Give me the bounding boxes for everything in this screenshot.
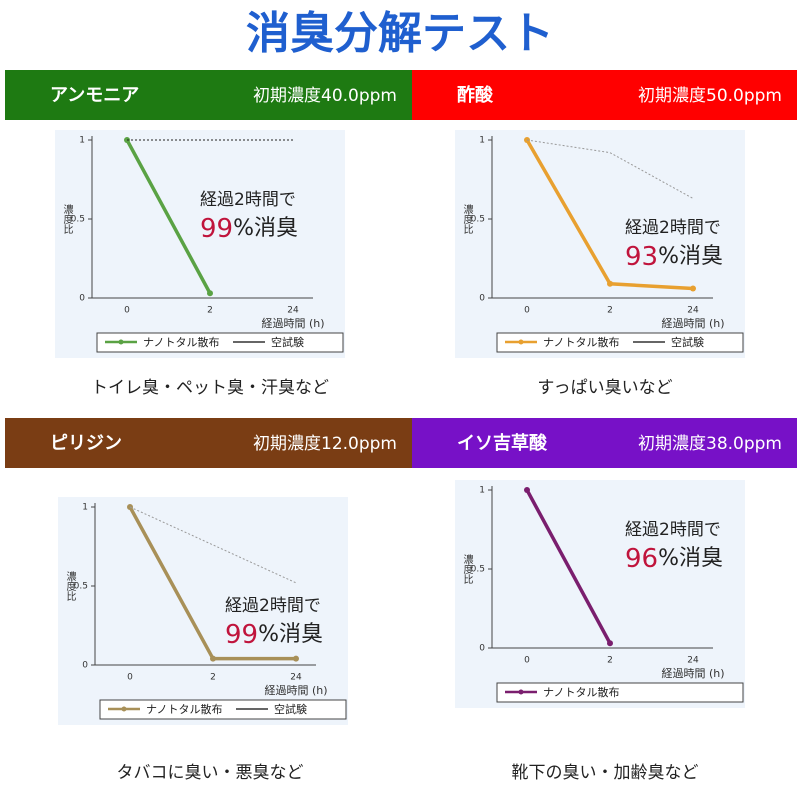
caption: すっぱい臭いなど (537, 378, 672, 398)
header-bar (5, 418, 412, 468)
annotation-line: 経過2時間で (200, 190, 296, 210)
caption: トイレ臭・ペット臭・汗臭など (91, 378, 329, 398)
header-title: 酢酸 (457, 84, 494, 106)
y-tick-label: 1 (479, 486, 485, 496)
x-tick-label: 2 (207, 306, 213, 316)
legend-marker (118, 339, 124, 345)
series-line (125, 139, 212, 295)
x-axis-label: 経過時間 (h) (661, 317, 724, 330)
x-tick-label: 0 (524, 656, 530, 666)
legend-label: 空試験 (671, 335, 704, 349)
caption: 靴下の臭い・加齢臭など (512, 763, 699, 783)
annotation-percent: 93 (625, 242, 658, 272)
header-title: アンモニア (50, 85, 139, 106)
annotation-result: 99%消臭 (200, 214, 298, 244)
y-tick-label: 1 (479, 136, 485, 146)
legend-marker (518, 689, 524, 695)
annotation-percent: 99 (225, 620, 258, 650)
y-axis-label: 濃度比 (461, 553, 473, 584)
legend-label: 空試験 (274, 702, 307, 716)
data-point (607, 280, 613, 287)
legend-box (496, 682, 744, 703)
legend-label: ナノトタル散布 (543, 685, 619, 699)
chart-panel (58, 497, 348, 725)
header-bar (412, 70, 797, 120)
chart-panel (455, 130, 745, 358)
x-tick-label: 0 (524, 306, 530, 316)
data-point (690, 285, 696, 292)
x-tick-label: 0 (124, 306, 130, 316)
annotation-percent: 99 (200, 214, 233, 244)
y-tick-label: 1 (82, 503, 88, 513)
x-tick-label: 24 (687, 656, 699, 666)
x-tick-label: 24 (290, 673, 302, 683)
legend-box (96, 332, 344, 353)
y-axis-label: 濃度比 (64, 570, 76, 601)
y-tick-label: 0 (79, 294, 85, 304)
header-subtitle: 初期濃度50.0ppm (638, 86, 782, 106)
legend-marker (518, 339, 524, 345)
y-tick-label: 0.5 (471, 215, 485, 225)
annotation-suffix: %消臭 (233, 216, 298, 241)
y-tick-label: 0 (82, 661, 88, 671)
y-tick-label: 0 (479, 294, 485, 304)
annotation-line: 経過2時間で (625, 520, 721, 540)
data-point (524, 487, 530, 493)
annotation-line: 経過2時間で (625, 218, 721, 238)
x-tick-label: 24 (687, 306, 699, 316)
header-title: イソ吉草酸 (457, 432, 548, 454)
x-tick-label: 0 (127, 673, 133, 683)
annotation-result: 93%消臭 (625, 242, 723, 272)
y-tick-label: 0.5 (71, 215, 85, 225)
chart-panel (55, 130, 345, 358)
legend-marker (121, 706, 127, 712)
x-axis-label: 経過時間 (h) (264, 684, 327, 697)
y-tick-label: 0.5 (74, 582, 88, 592)
series-line (129, 506, 297, 584)
x-tick-label: 2 (210, 673, 216, 683)
annotation-suffix: %消臭 (658, 244, 723, 269)
header-bar (5, 70, 412, 120)
page-title: 消臭分解テスト (246, 8, 554, 59)
chart-panel (455, 480, 745, 708)
legend-label: 空試験 (271, 335, 304, 349)
x-axis-label: 経過時間 (h) (261, 317, 324, 330)
legend-label: ナノトタル散布 (146, 702, 222, 716)
y-tick-label: 0 (479, 644, 485, 654)
data-point (293, 655, 299, 662)
header-subtitle: 初期濃度38.0ppm (638, 434, 782, 454)
annotation-percent: 96 (625, 544, 658, 574)
x-tick-label: 2 (607, 306, 613, 316)
header-subtitle: 初期濃度40.0ppm (253, 86, 397, 106)
header-bar (412, 418, 797, 468)
legend-label: ナノトタル散布 (143, 335, 219, 349)
legend-box (496, 332, 744, 353)
annotation-line: 経過2時間で (225, 596, 321, 616)
caption: タバコに臭い・悪臭など (117, 763, 304, 783)
data-point (607, 640, 613, 647)
series-line (525, 489, 612, 645)
y-axis-label: 濃度比 (461, 203, 473, 234)
annotation-suffix: %消臭 (258, 622, 323, 647)
annotation-suffix: %消臭 (658, 546, 723, 571)
x-axis-label: 経過時間 (h) (661, 667, 724, 680)
legend-label: ナノトタル散布 (543, 335, 619, 349)
y-tick-label: 1 (79, 136, 85, 146)
data-point (207, 290, 213, 297)
header-subtitle: 初期濃度12.0ppm (253, 434, 397, 454)
y-axis-label: 濃度比 (61, 203, 73, 234)
data-point (210, 655, 216, 662)
x-tick-label: 2 (607, 656, 613, 666)
annotation-result: 96%消臭 (625, 544, 723, 574)
legend-box (99, 699, 347, 720)
y-tick-label: 0.5 (471, 565, 485, 575)
header-title: ピリジン (50, 433, 122, 454)
x-tick-label: 24 (287, 306, 299, 316)
annotation-result: 99%消臭 (225, 620, 323, 650)
